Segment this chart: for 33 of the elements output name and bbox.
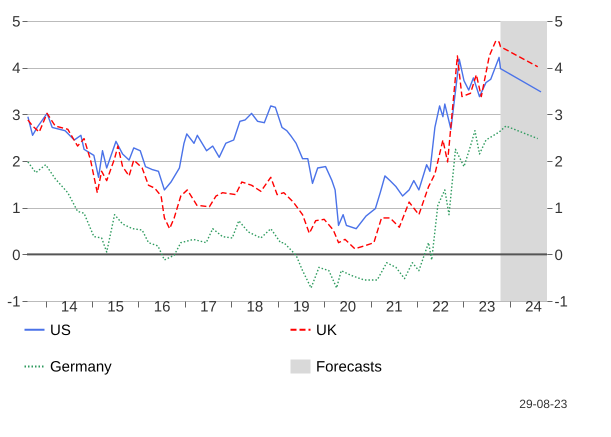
y2-tick-label: 1 [554,200,563,218]
y-tick-label: 0 [12,246,20,264]
x-tick-label: 17 [200,298,217,316]
x-tick-label: 15 [107,298,124,316]
line-series [27,56,542,230]
y2-tick-label: -1 [554,294,568,310]
x-tick-label: 18 [246,298,264,316]
y-tick-label: 1 [12,200,20,218]
legend-label: Germany [50,358,112,376]
y-tick-label: 5 [12,14,20,30]
y-tick-label: 4 [12,60,20,78]
x-tick-label: 23 [478,298,496,316]
y2-tick-label: 2 [554,154,563,170]
x-tick-label: 21 [386,298,403,316]
y2-tick-label: 4 [554,60,563,78]
x-tick-label: 22 [432,298,449,316]
y-tick-label: 3 [12,106,20,124]
line-series [27,125,538,289]
legend-label: Forecasts [316,358,382,376]
y-tick-label: -1 [7,294,20,310]
x-tick-label: 14 [60,298,78,316]
text: 29-08-23 [519,397,568,411]
y2-tick-label: 5 [554,14,563,30]
y2-tick-label: 0 [554,246,563,264]
line-series [27,40,538,250]
legend-label: US [50,322,71,339]
y-tick-label: 2 [12,154,20,170]
x-tick-label: 19 [292,298,310,316]
x-tick-label: 16 [154,298,170,316]
x-tick-label: 20 [339,298,356,316]
y2-tick-label: 3 [554,106,563,124]
x-tick-label: 24 [525,298,542,316]
legend-label: UK [316,322,337,339]
